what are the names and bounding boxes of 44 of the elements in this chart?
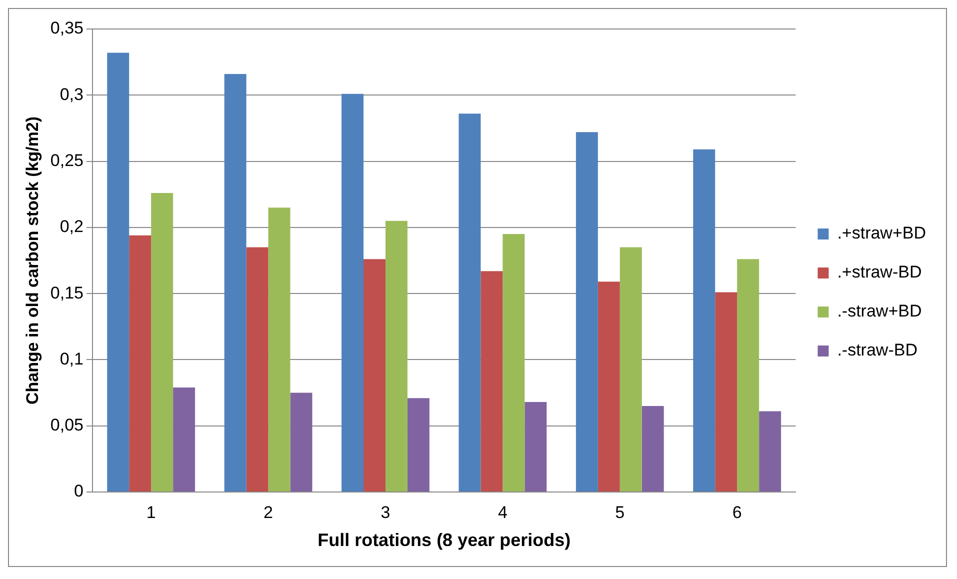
bar [458, 114, 481, 492]
bar [715, 292, 738, 492]
legend-label: .-straw+BD [837, 302, 922, 321]
legend-label: .+straw+BD [837, 224, 926, 243]
y-tick-label: 0,25 [50, 150, 84, 170]
x-tick-label: 5 [615, 502, 625, 522]
x-tick-label: 2 [264, 502, 274, 522]
y-tick-label: 0,3 [60, 84, 84, 104]
legend-label: .+straw-BD [837, 262, 922, 282]
y-tick-label: 0,35 [50, 18, 84, 38]
bar [737, 259, 760, 492]
bar [642, 406, 664, 492]
bar [502, 234, 525, 492]
bar [759, 411, 782, 492]
bar [290, 392, 312, 492]
bar [342, 94, 364, 492]
y-tick-label: 0 [74, 482, 84, 501]
y-tick-label: 0,2 [60, 217, 84, 236]
bar [107, 52, 130, 492]
bar [598, 282, 620, 492]
x-tick-label: 4 [498, 502, 508, 522]
y-tick-label: 0,1 [60, 349, 84, 368]
bar [385, 220, 408, 492]
bar [268, 208, 290, 492]
bar [246, 247, 268, 492]
y-tick-label: 0,05 [50, 416, 84, 435]
bar [129, 235, 152, 492]
bar [173, 387, 196, 492]
legend-label: .-straw-BD [837, 340, 918, 360]
y-tick-label: 0,15 [50, 283, 84, 302]
bar [407, 398, 430, 492]
bar [524, 402, 547, 492]
x-tick-label: 1 [146, 502, 156, 522]
y-axis-title: Change in old carbon stock (kg/m2) [22, 116, 42, 405]
x-tick-label: 3 [380, 502, 390, 522]
bar [224, 74, 246, 492]
x-tick-label: 6 [732, 502, 742, 522]
bar [480, 271, 503, 492]
bar [693, 149, 716, 492]
bar [151, 193, 174, 492]
bar [364, 259, 386, 492]
x-axis-title: Full rotations (8 year periods) [318, 530, 571, 550]
bar [576, 132, 598, 492]
bar [620, 247, 642, 492]
